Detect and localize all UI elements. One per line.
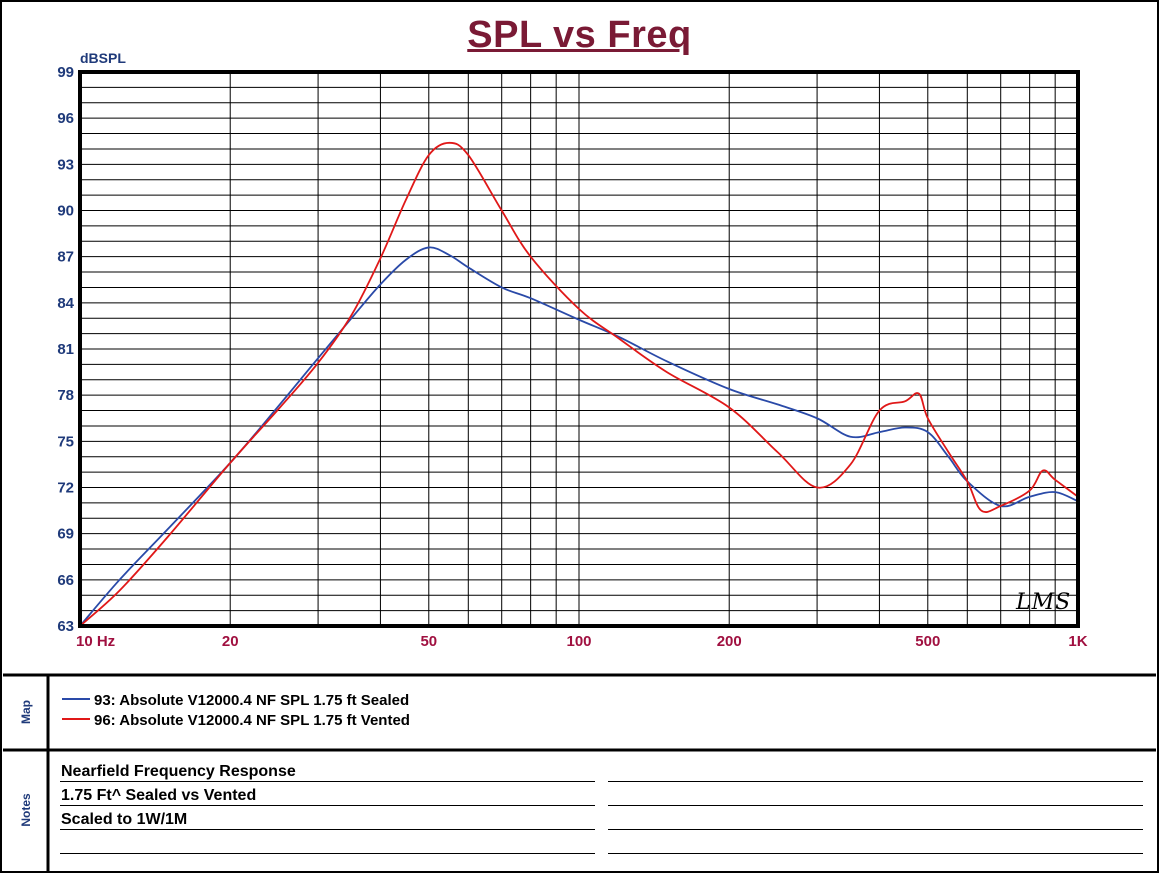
y-tick-label: 78 xyxy=(57,387,74,404)
y-tick-label: 90 xyxy=(57,203,74,220)
plot-series xyxy=(79,141,1079,627)
x-tick-label: 10 Hz xyxy=(76,633,115,650)
note-rule xyxy=(608,781,1143,782)
x-tick-label: 20 xyxy=(222,633,239,650)
x-tick-label: 50 xyxy=(420,633,437,650)
note-line-2: 1.75 Ft^ Sealed vs Vented xyxy=(61,787,257,804)
note-rule xyxy=(608,829,1143,830)
lms-logo: LMS xyxy=(1016,590,1072,615)
x-tick-label: 1K xyxy=(1068,633,1087,650)
y-axis-label: dBSPL xyxy=(80,50,126,66)
y-tick-label: 72 xyxy=(57,480,74,497)
note-rule xyxy=(608,805,1143,806)
y-tick-label: 69 xyxy=(57,526,74,543)
y-tick-label: 93 xyxy=(57,156,74,173)
y-tick-label: 84 xyxy=(57,295,74,312)
y-tick-label: 81 xyxy=(57,341,74,358)
note-rule xyxy=(60,781,595,782)
plot-border xyxy=(78,70,1080,628)
legend-swatch-sealed xyxy=(62,698,90,701)
note-line-3: Scaled to 1W/1M xyxy=(61,811,188,828)
note-rule xyxy=(60,829,595,830)
y-tick-label: 96 xyxy=(57,110,74,127)
y-tick-label: 75 xyxy=(57,433,74,450)
legend-label-sealed: 93: Absolute V12000.4 NF SPL 1.75 ft Sea… xyxy=(94,692,410,709)
series-line-vented xyxy=(79,141,1079,627)
plot-grid xyxy=(80,72,1078,626)
y-tick-labels: 99 96 93 90 87 84 81 78 75 72 69 66 63 xyxy=(57,64,74,635)
x-tick-label: 500 xyxy=(915,633,940,650)
notes-panel-label: Notes xyxy=(19,793,33,827)
y-tick-label: 87 xyxy=(57,249,74,266)
note-rule xyxy=(60,853,595,854)
y-tick-label: 99 xyxy=(57,64,74,81)
series-line-sealed xyxy=(79,246,1079,627)
chart-title: SPL vs Freq xyxy=(467,14,692,56)
legend-label-vented: 96: Absolute V12000.4 NF SPL 1.75 ft Ven… xyxy=(94,712,410,729)
map-panel-label: Map xyxy=(19,700,33,724)
x-tick-label: 100 xyxy=(566,633,591,650)
note-rule xyxy=(60,805,595,806)
x-tick-labels: 10 Hz 20 50 100 200 500 1K xyxy=(76,633,1088,650)
legend-item-sealed: 93: Absolute V12000.4 NF SPL 1.75 ft Sea… xyxy=(62,691,409,711)
note-rule xyxy=(608,853,1143,854)
y-tick-label: 66 xyxy=(57,572,74,589)
note-line-1: Nearfield Frequency Response xyxy=(61,763,296,780)
y-tick-label: 63 xyxy=(57,618,74,635)
legend-item-vented: 96: Absolute V12000.4 NF SPL 1.75 ft Ven… xyxy=(62,711,410,731)
legend-swatch-vented xyxy=(62,718,90,721)
x-tick-label: 200 xyxy=(717,633,742,650)
